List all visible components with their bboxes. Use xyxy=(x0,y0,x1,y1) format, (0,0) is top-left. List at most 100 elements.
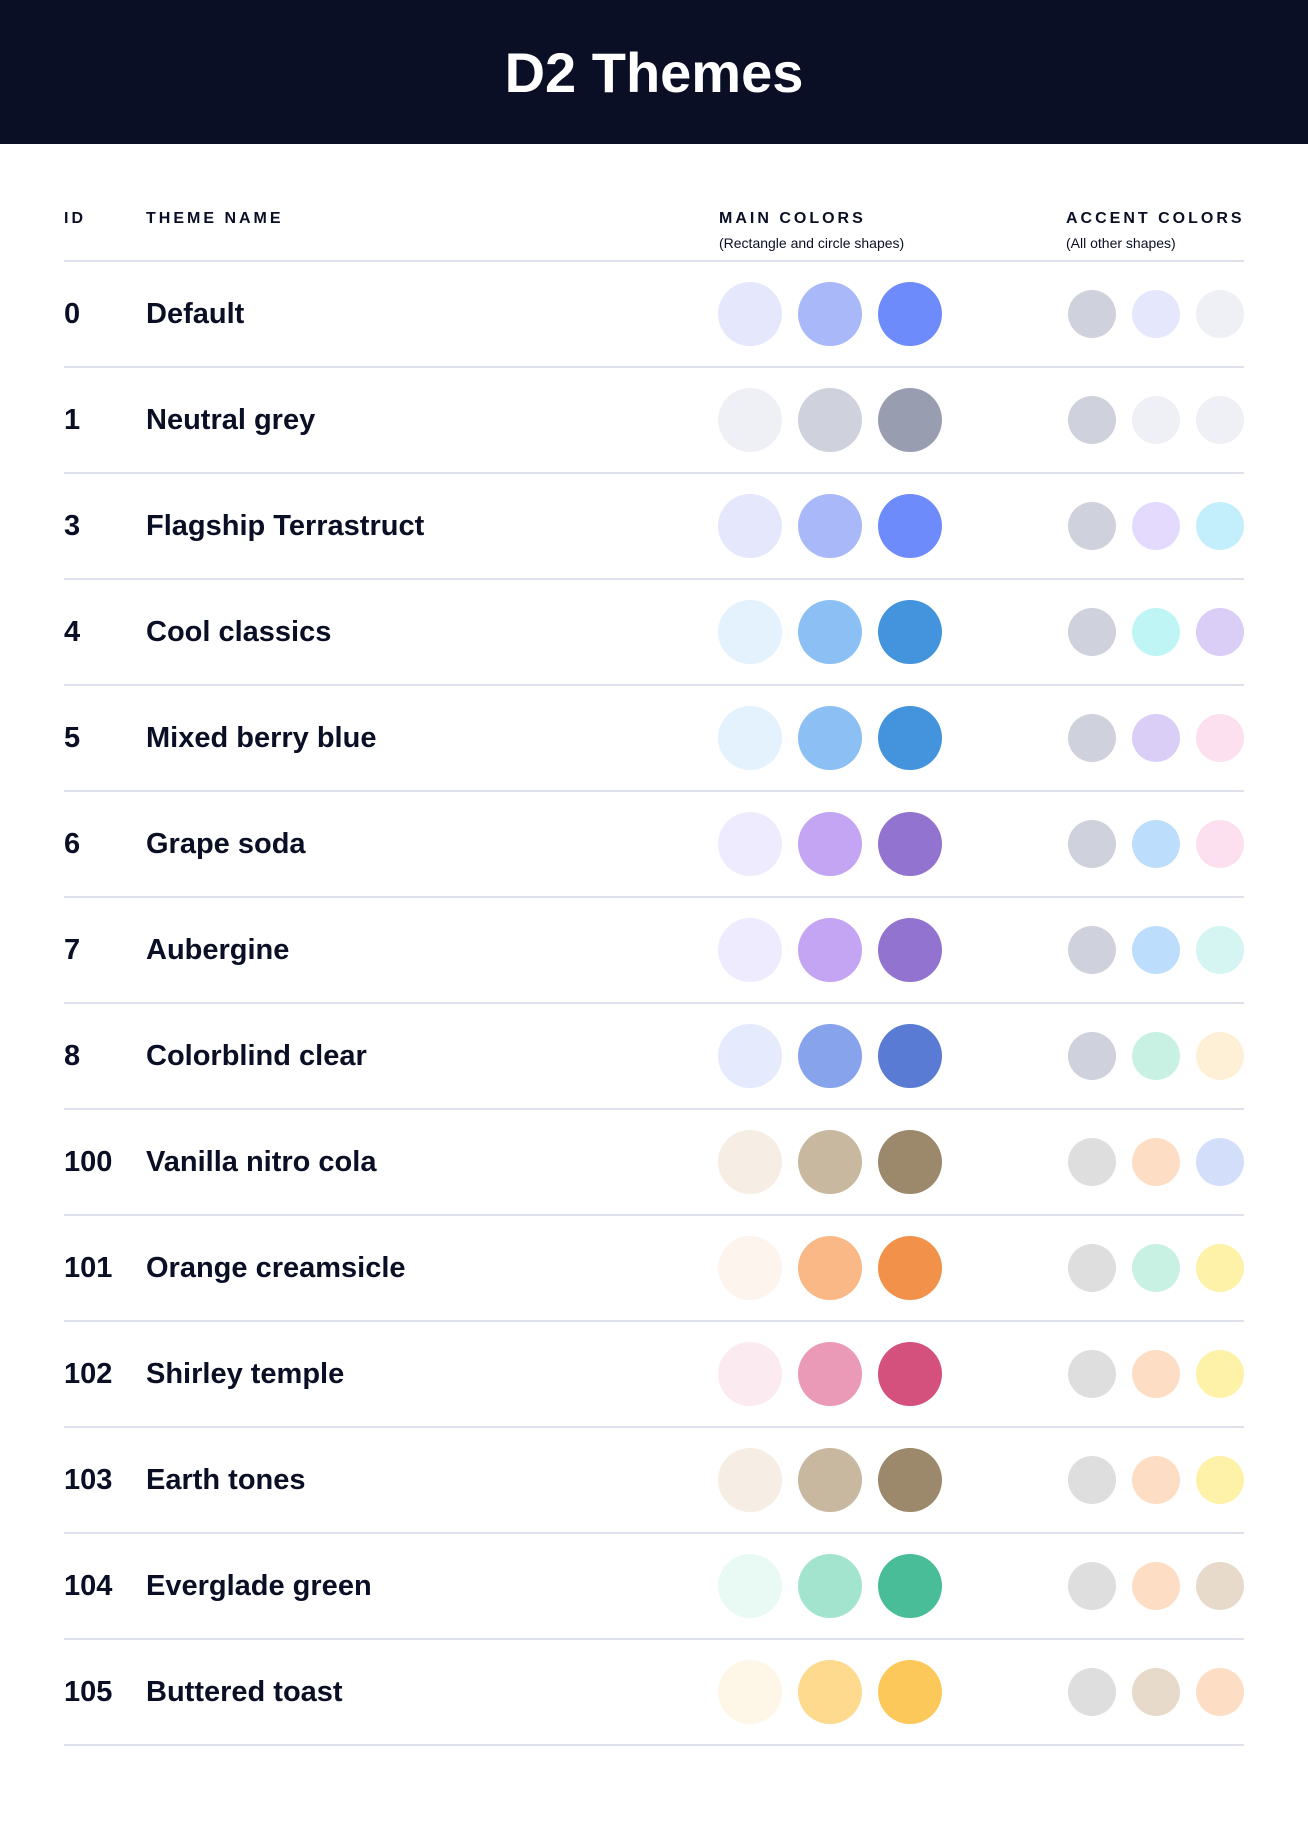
theme-id: 7 xyxy=(64,934,81,966)
main-color-swatch xyxy=(878,1342,942,1406)
theme-row: 102 Shirley temple xyxy=(64,1322,1244,1428)
theme-row: 0 Default xyxy=(64,262,1244,368)
theme-row: 1 Neutral grey xyxy=(64,368,1244,474)
theme-name: Everglade green xyxy=(146,1570,372,1602)
accent-color-swatch xyxy=(1196,502,1244,550)
theme-name: Mixed berry blue xyxy=(146,722,377,754)
theme-name: Buttered toast xyxy=(146,1676,343,1708)
accent-color-swatch xyxy=(1196,714,1244,762)
accent-color-swatch xyxy=(1068,1456,1116,1504)
column-header-name: THEME NAME xyxy=(146,210,284,227)
column-header-accent: ACCENT COLORS xyxy=(1066,210,1245,227)
accent-color-swatch xyxy=(1196,1244,1244,1292)
theme-name: Grape soda xyxy=(146,828,306,860)
theme-id: 5 xyxy=(64,722,81,754)
accent-color-swatch xyxy=(1068,396,1116,444)
theme-id: 101 xyxy=(64,1252,113,1284)
theme-row: 3 Flagship Terrastruct xyxy=(64,474,1244,580)
accent-color-swatch xyxy=(1196,608,1244,656)
main-color-swatch xyxy=(798,282,862,346)
accent-color-swatch xyxy=(1132,290,1180,338)
accent-color-swatch xyxy=(1132,608,1180,656)
column-header-main: MAIN COLORS xyxy=(719,210,866,227)
main-color-swatch xyxy=(878,1554,942,1618)
theme-id: 4 xyxy=(64,616,81,648)
main-color-swatch xyxy=(718,918,782,982)
accent-color-swatch xyxy=(1132,396,1180,444)
theme-id: 1 xyxy=(64,404,81,436)
theme-row: 104 Everglade green xyxy=(64,1534,1244,1640)
accent-color-swatch xyxy=(1196,1456,1244,1504)
theme-row: 4 Cool classics xyxy=(64,580,1244,686)
theme-name: Colorblind clear xyxy=(146,1040,367,1072)
theme-row: 105 Buttered toast xyxy=(64,1640,1244,1746)
main-color-swatch xyxy=(798,600,862,664)
main-color-swatch xyxy=(878,1024,942,1088)
main-color-swatch xyxy=(878,1130,942,1194)
accent-color-swatch xyxy=(1132,1562,1180,1610)
main-color-swatch xyxy=(718,1554,782,1618)
main-color-swatch xyxy=(878,1660,942,1724)
accent-color-swatch xyxy=(1132,1350,1180,1398)
theme-name: Vanilla nitro cola xyxy=(146,1146,377,1178)
main-color-swatch xyxy=(878,1236,942,1300)
main-color-swatch xyxy=(878,918,942,982)
main-color-swatch xyxy=(798,1024,862,1088)
main-color-swatch xyxy=(718,282,782,346)
main-color-swatch xyxy=(718,1448,782,1512)
main-color-swatch xyxy=(798,706,862,770)
theme-name: Earth tones xyxy=(146,1464,306,1496)
column-subheader-accent: (All other shapes) xyxy=(1066,235,1176,251)
main-color-swatch xyxy=(798,1236,862,1300)
title-bar: D2 Themes xyxy=(0,0,1308,144)
accent-color-swatch xyxy=(1196,926,1244,974)
main-color-swatch xyxy=(878,600,942,664)
theme-row: 6 Grape soda xyxy=(64,792,1244,898)
theme-name: Shirley temple xyxy=(146,1358,345,1390)
theme-id: 100 xyxy=(64,1146,113,1178)
accent-color-swatch xyxy=(1132,502,1180,550)
main-color-swatch xyxy=(718,388,782,452)
accent-color-swatch xyxy=(1068,714,1116,762)
theme-name: Flagship Terrastruct xyxy=(146,510,425,542)
accent-color-swatch xyxy=(1196,1562,1244,1610)
main-color-swatch xyxy=(718,706,782,770)
main-color-swatch xyxy=(718,1130,782,1194)
theme-row: 5 Mixed berry blue xyxy=(64,686,1244,792)
accent-color-swatch xyxy=(1068,502,1116,550)
accent-color-swatch xyxy=(1068,1562,1116,1610)
main-color-swatch xyxy=(798,1554,862,1618)
accent-color-swatch xyxy=(1068,926,1116,974)
main-color-swatch xyxy=(798,1342,862,1406)
main-color-swatch xyxy=(878,812,942,876)
accent-color-swatch xyxy=(1132,926,1180,974)
accent-color-swatch xyxy=(1196,1668,1244,1716)
main-color-swatch xyxy=(718,494,782,558)
accent-color-swatch xyxy=(1132,1668,1180,1716)
theme-id: 8 xyxy=(64,1040,81,1072)
theme-id: 0 xyxy=(64,298,81,330)
accent-color-swatch xyxy=(1132,1456,1180,1504)
accent-color-swatch xyxy=(1132,1244,1180,1292)
main-color-swatch xyxy=(878,1448,942,1512)
accent-color-swatch xyxy=(1068,820,1116,868)
theme-id: 105 xyxy=(64,1676,113,1708)
accent-color-swatch xyxy=(1196,820,1244,868)
theme-id: 6 xyxy=(64,828,81,860)
accent-color-swatch xyxy=(1068,1138,1116,1186)
theme-row: 8 Colorblind clear xyxy=(64,1004,1244,1110)
theme-id: 3 xyxy=(64,510,81,542)
theme-name: Orange creamsicle xyxy=(146,1252,406,1284)
accent-color-swatch xyxy=(1196,1032,1244,1080)
main-color-swatch xyxy=(878,494,942,558)
theme-row: 101 Orange creamsicle xyxy=(64,1216,1244,1322)
main-color-swatch xyxy=(718,1236,782,1300)
theme-id: 104 xyxy=(64,1570,113,1602)
theme-id: 102 xyxy=(64,1358,113,1390)
accent-color-swatch xyxy=(1068,608,1116,656)
main-color-swatch xyxy=(798,918,862,982)
main-color-swatch xyxy=(718,812,782,876)
main-color-swatch xyxy=(798,1448,862,1512)
accent-color-swatch xyxy=(1132,714,1180,762)
accent-color-swatch xyxy=(1068,290,1116,338)
